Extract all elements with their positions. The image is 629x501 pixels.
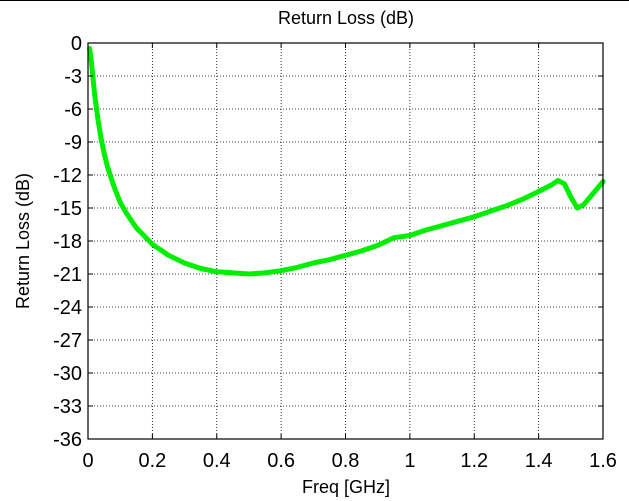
chart-title: Return Loss (dB)	[278, 8, 414, 28]
x-tick-label: 1.4	[525, 450, 553, 472]
y-axis-label: Return Loss (dB)	[13, 173, 33, 309]
y-tick-label: -24	[53, 297, 82, 319]
y-tick-label: 0	[71, 33, 82, 55]
y-tick-label: -36	[53, 429, 82, 451]
return-loss-curve	[87, 46, 606, 277]
y-tick-label: -18	[53, 231, 82, 253]
grid-lines	[88, 43, 603, 439]
x-tick-label: 1	[404, 450, 415, 472]
x-tick-label: 0.8	[332, 450, 360, 472]
x-tick-label: 0.2	[138, 450, 166, 472]
x-tick-label: 0.6	[267, 450, 295, 472]
y-tick-label: -15	[53, 198, 82, 220]
x-tick-labels: 0 0.2 0.4 0.6 0.8 1 1.2 1.4 1.6	[82, 450, 616, 472]
x-tick-label: 1.2	[460, 450, 488, 472]
y-tick-label: -12	[53, 165, 82, 187]
x-tick-label: 1.6	[589, 450, 617, 472]
x-axis-label: Freq [GHz]	[302, 477, 390, 497]
y-tick-label: -30	[53, 363, 82, 385]
y-tick-label: -27	[53, 330, 82, 352]
x-tick-label: 0	[82, 450, 93, 472]
tick-marks	[87, 42, 604, 440]
x-tick-label: 0.4	[203, 450, 231, 472]
series-layer	[87, 46, 606, 277]
y-tick-label: -21	[53, 264, 82, 286]
y-tick-labels: 0 -3 -6 -9 -12 -15 -18 -21 -24 -27 -30 -33 -36	[53, 33, 82, 451]
y-tick-label: -6	[64, 99, 82, 121]
y-tick-label: -9	[64, 132, 82, 154]
y-tick-label: -33	[53, 396, 82, 418]
y-tick-label: -3	[64, 66, 82, 88]
